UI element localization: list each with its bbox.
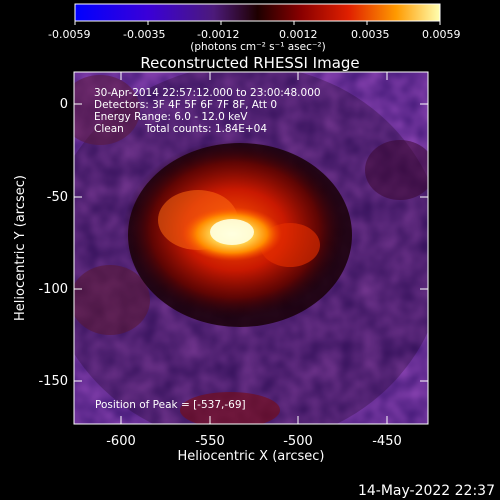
timestamp: 14-May-2022 22:37	[358, 483, 495, 499]
y-tick-label: 0	[60, 97, 68, 112]
method-label: Clean	[94, 123, 124, 135]
colorbar-tick-label: 0.0012	[279, 28, 318, 41]
colorbar-tick-label: -0.0012	[197, 28, 239, 41]
x-tick-label: -550	[195, 434, 225, 449]
colorbar	[74, 3, 441, 22]
total-counts-label: Total counts: 1.84E+04	[144, 123, 267, 135]
y-tick-label: -50	[47, 190, 68, 205]
energy-range-label: Energy Range: 6.0 - 12.0 keV	[94, 111, 248, 123]
plot-frame	[73, 71, 429, 425]
colorbar-ticks	[74, 21, 441, 25]
time-range-label: 30-Apr-2014 22:57:12.000 to 23:00:48.000	[94, 87, 321, 99]
x-tick-label: -500	[283, 434, 313, 449]
colorbar-tick-label: -0.0035	[123, 28, 165, 41]
colorbar-units: (photons cm⁻² s⁻¹ asec⁻²)	[190, 41, 325, 53]
y-tick-label: -150	[38, 374, 68, 389]
x-tick-label: -450	[372, 434, 402, 449]
y-axis-ticks	[74, 103, 428, 382]
x-tick-label: -600	[106, 434, 136, 449]
plot-title: Reconstructed RHESSI Image	[140, 54, 359, 72]
colorbar-tick-label: 0.0059	[422, 28, 461, 41]
x-axis-ticks	[120, 72, 388, 424]
colorbar-tick-label: -0.0059	[48, 28, 90, 41]
y-axis-label: Heliocentric Y (arcsec)	[13, 175, 28, 321]
rhessi-image	[74, 72, 428, 424]
detectors-label: Detectors: 3F 4F 5F 6F 7F 8F, Att 0	[94, 99, 277, 111]
y-tick-label: -100	[38, 282, 68, 297]
colorbar-tick-label: 0.0035	[351, 28, 390, 41]
x-axis-label: Heliocentric X (arcsec)	[178, 449, 325, 464]
peak-position-label: Position of Peak = [-537,-69]	[95, 399, 246, 411]
